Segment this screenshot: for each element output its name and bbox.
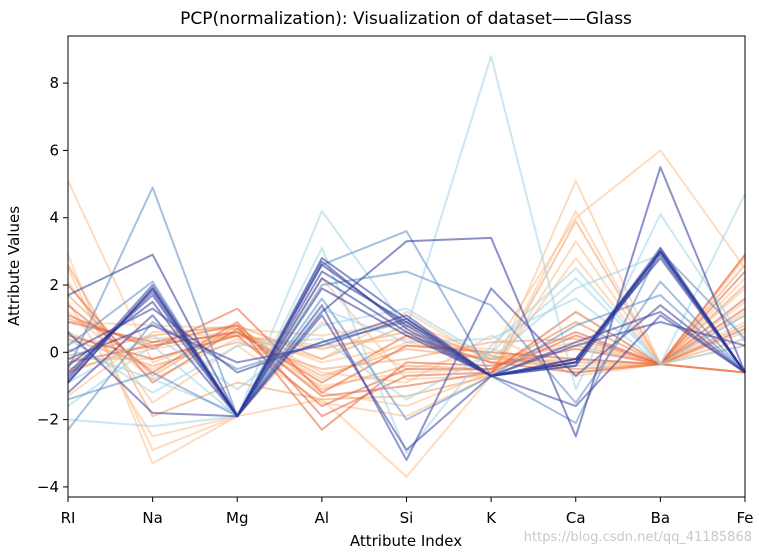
watermark-text: https://blog.csdn.net/qq_41185868 <box>524 530 752 545</box>
y-tick-label: 4 <box>49 209 59 227</box>
series-line-34 <box>67 166 746 438</box>
series-line-17 <box>67 284 746 371</box>
x-tick-label-ca: Ca <box>566 509 586 527</box>
x-tick-label-fe: Fe <box>736 509 753 527</box>
x-tick-label-ba: Ba <box>651 509 670 527</box>
x-axis-label: Attribute Index <box>350 532 462 550</box>
series-line-13 <box>67 264 746 391</box>
plot-frame <box>67 35 746 498</box>
series-line-19 <box>67 270 746 418</box>
x-tick-label-mg: Mg <box>226 509 248 527</box>
series-line-29 <box>67 277 746 401</box>
y-axis-label: Attribute Values <box>5 206 23 326</box>
series-line-42 <box>67 287 746 461</box>
series-line-2 <box>67 179 746 478</box>
chart-title: PCP(normalization): Visualization of dat… <box>180 9 632 29</box>
x-axis: RI Na Mg Al Si K Ca Ba Fe <box>61 497 754 527</box>
y-tick-label: −4 <box>37 478 59 496</box>
y-tick-label: 6 <box>49 141 59 159</box>
series-line-32 <box>67 280 746 421</box>
series-line-28 <box>67 253 746 391</box>
series-line-27 <box>67 297 746 414</box>
series-line-40 <box>67 257 746 418</box>
series-line-30 <box>67 186 746 424</box>
x-tick-label-al: Al <box>315 509 329 527</box>
x-tick-label-si: Si <box>400 509 414 527</box>
series-line-16 <box>67 220 746 418</box>
y-tick-label: 0 <box>49 343 59 361</box>
series-line-44 <box>67 310 746 377</box>
x-tick-label-na: Na <box>142 509 162 527</box>
y-tick-label: 2 <box>49 276 59 294</box>
series-line-41 <box>67 314 746 451</box>
y-tick-label: 8 <box>49 74 59 92</box>
series-line-43 <box>67 307 746 377</box>
y-axis: −4 −2 0 2 4 6 8 <box>37 74 68 496</box>
x-tick-label-k: K <box>486 509 497 527</box>
x-tick-label-ri: RI <box>61 509 76 527</box>
series-line-26 <box>67 193 746 455</box>
y-tick-label: −2 <box>37 411 59 429</box>
series-line-23 <box>67 331 746 408</box>
series-lines <box>67 55 746 478</box>
series-line-3 <box>67 210 746 438</box>
